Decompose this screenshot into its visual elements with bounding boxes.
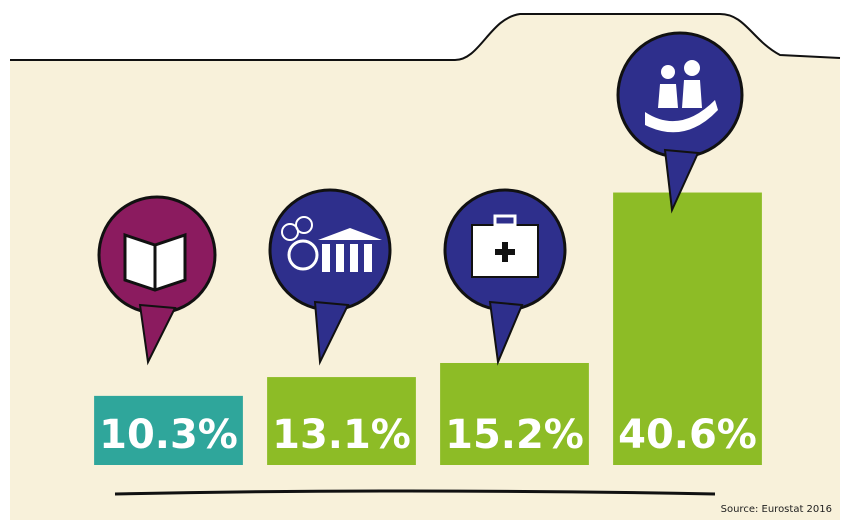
folder-edge (10, 13, 841, 61)
value-label: 40.6% (618, 412, 757, 458)
icon-bubbles (97, 31, 744, 366)
value-label: 10.3% (99, 412, 238, 458)
bar (613, 192, 762, 466)
bar (267, 377, 416, 465)
icon-bubble (443, 188, 567, 366)
bar (94, 395, 243, 465)
value-label: 15.2% (445, 412, 584, 458)
icon-bubble (268, 188, 392, 366)
source-note: Source: Eurostat 2016 (721, 504, 832, 515)
icon-bubble (616, 31, 744, 214)
bars: 10.3% 13.1% 15.2% 40.6% (94, 192, 762, 466)
icon-bubble (97, 195, 217, 366)
bar (440, 362, 589, 465)
base-line (114, 489, 716, 496)
value-label: 13.1% (272, 412, 411, 458)
